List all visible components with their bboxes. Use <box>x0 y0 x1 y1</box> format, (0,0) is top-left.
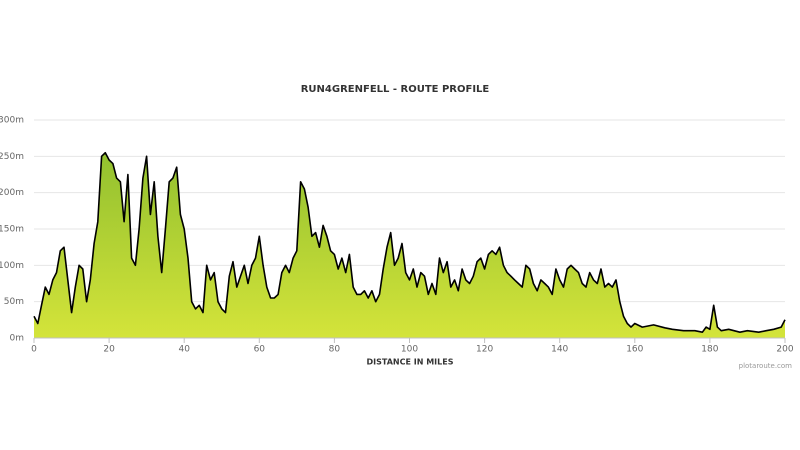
x-tick-label: 20 <box>103 345 115 355</box>
x-tick-label: 140 <box>551 345 568 355</box>
x-tick-label: 200 <box>776 345 793 355</box>
x-axis-title: DISTANCE IN MILES <box>367 358 454 367</box>
x-tick-label: 120 <box>476 345 493 355</box>
y-tick-label: 200m <box>0 188 24 198</box>
y-tick-label: 100m <box>0 261 24 271</box>
y-tick-label: 0m <box>10 334 25 344</box>
y-tick-label: 300m <box>0 116 24 126</box>
x-tick-label: 180 <box>701 345 718 355</box>
y-tick-label: 250m <box>0 152 24 162</box>
y-tick-label: 150m <box>0 225 24 235</box>
credit: plotaroute.com <box>739 362 793 370</box>
x-tick-label: 100 <box>401 345 418 355</box>
elevation-area <box>34 152 785 338</box>
chart-title: RUN4GRENFELL - ROUTE PROFILE <box>301 84 490 95</box>
elevation-line <box>33 151 786 333</box>
x-tick-label: 80 <box>329 345 341 355</box>
x-tick-label: 40 <box>178 345 190 355</box>
x-tick-label: 160 <box>626 345 643 355</box>
y-tick-label: 50m <box>4 297 24 307</box>
x-tick-label: 0 <box>31 345 37 355</box>
x-tick-label: 60 <box>254 345 266 355</box>
